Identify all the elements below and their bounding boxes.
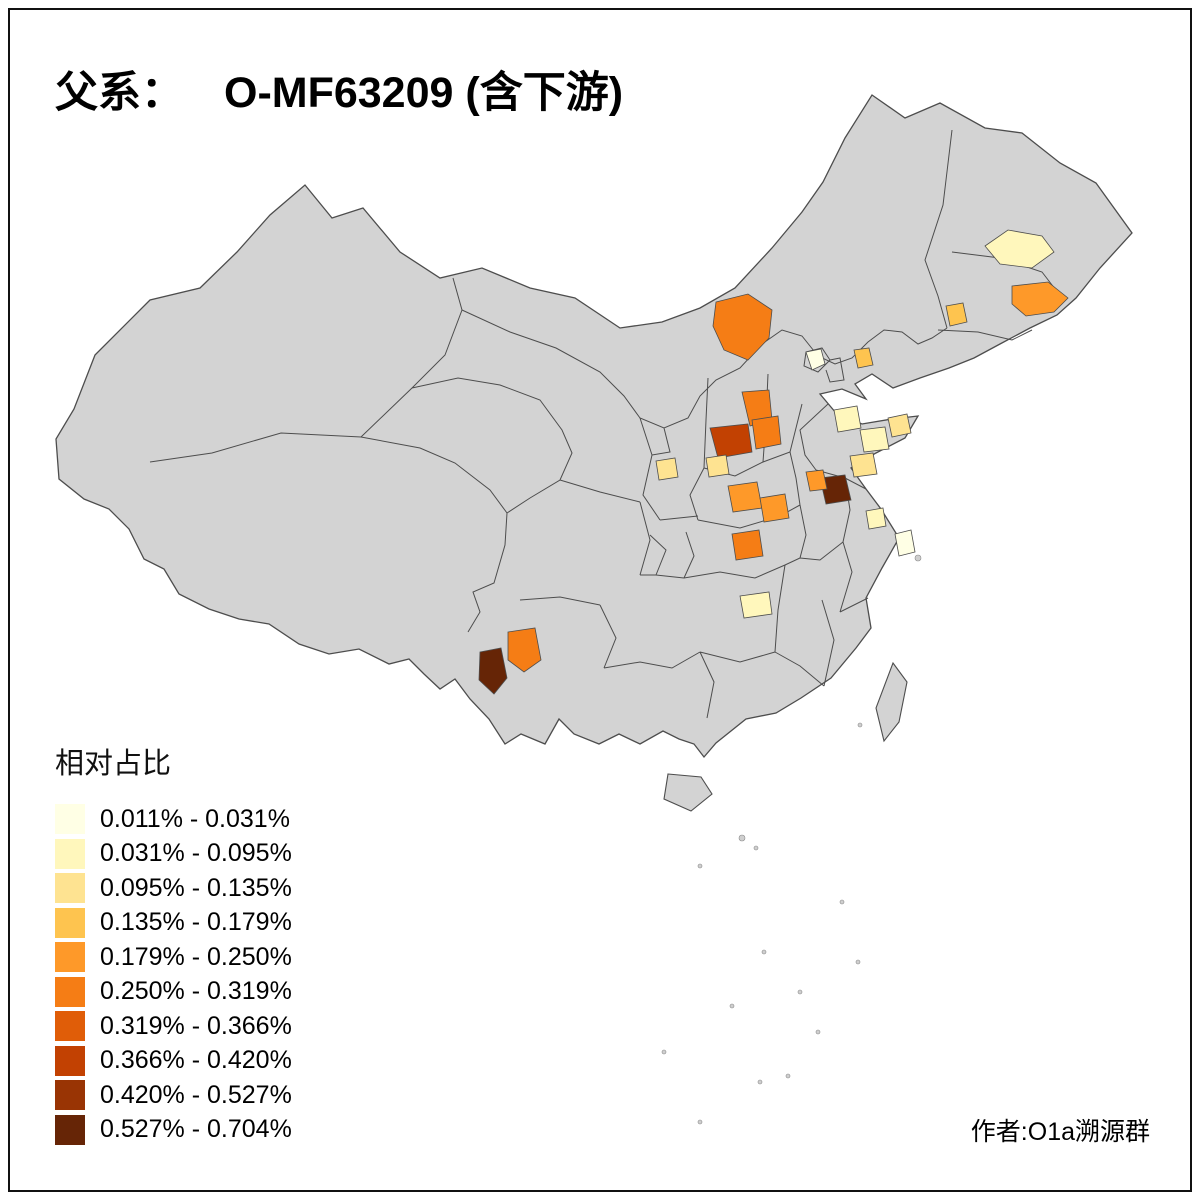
patch-yunnan-central	[507, 627, 542, 673]
patch-gansu-east	[655, 457, 679, 481]
patch-shandong-northwest	[833, 405, 862, 433]
legend-bin-label: 0.420% - 0.527%	[100, 1080, 292, 1109]
legend-bin-label: 0.527% - 0.704%	[100, 1115, 292, 1144]
legend-swatch	[55, 907, 85, 938]
legend-swatch	[55, 942, 85, 973]
patch-heilongjiang	[984, 229, 1055, 269]
legend-bin-label: 0.319% - 0.366%	[100, 1011, 292, 1040]
legend-bin-label: 0.366% - 0.420%	[100, 1046, 292, 1075]
province-borders-west	[149, 277, 641, 633]
patch-yunnan-west-dark	[478, 647, 508, 695]
patch-shandong-peninsula	[887, 413, 912, 438]
patch-shanxi-southeast	[751, 415, 782, 450]
patch-henan-east	[805, 469, 828, 492]
title-haplogroup: O-MF63209 (含下游)	[224, 69, 624, 117]
legend-row: 0.319% - 0.366%	[55, 1009, 292, 1044]
hainan-island	[663, 773, 713, 812]
patch-shanxi-south-yellow	[705, 454, 730, 478]
legend-row: 0.011% - 0.031%	[55, 802, 292, 837]
choropleth-patches	[478, 229, 1069, 695]
legend-swatch	[55, 1045, 85, 1076]
patch-henan-north	[727, 481, 763, 513]
legend-bin-label: 0.135% - 0.179%	[100, 908, 292, 937]
patch-shanghai-area	[894, 529, 916, 557]
legend-row: 0.420% - 0.527%	[55, 1078, 292, 1113]
legend-swatch	[55, 804, 85, 835]
patch-shanxi-southwest-dark	[709, 423, 753, 459]
title-prefix: 父系：	[55, 69, 184, 117]
legend-swatch	[55, 1114, 85, 1145]
legend-swatch	[55, 976, 85, 1007]
legend-title: 相对占比	[55, 748, 172, 780]
legend-swatch	[55, 838, 85, 869]
legend-row: 0.527% - 0.704%	[55, 1113, 292, 1148]
patch-jiangsu-northwest-dark	[819, 474, 852, 505]
patch-henan-central	[759, 493, 790, 523]
south-china-sea-islands	[661, 554, 922, 1125]
legend-bin-label: 0.011% - 0.031%	[100, 804, 290, 833]
legend-row: 0.031% - 0.095%	[55, 837, 292, 872]
attribution: 作者:O1a溯源群	[970, 1118, 1150, 1146]
patch-hubei-northwest	[731, 529, 764, 561]
legend-row: 0.250% - 0.319%	[55, 975, 292, 1010]
patch-liaoning-west	[945, 302, 968, 327]
legend-row: 0.366% - 0.420%	[55, 1044, 292, 1079]
legend-row: 0.135% - 0.179%	[55, 906, 292, 941]
legend-bin-label: 0.095% - 0.135%	[100, 873, 292, 902]
province-borders-center	[599, 373, 869, 719]
patch-jilin-east	[1011, 281, 1069, 317]
patch-jiangsu-central-small	[865, 507, 887, 530]
patch-hunan-north	[739, 591, 773, 619]
legend-bin-label: 0.179% - 0.250%	[100, 942, 292, 971]
patch-inner-mongolia	[712, 293, 773, 361]
figure-title: 父系： O-MF63209 (含下游)	[55, 58, 623, 120]
patch-beijing	[805, 348, 826, 371]
legend-bin-label: 0.250% - 0.319%	[100, 977, 292, 1006]
patch-hebei-northeast	[853, 347, 874, 369]
legend-row: 0.095% - 0.135%	[55, 871, 292, 906]
legend-row: 0.179% - 0.250%	[55, 940, 292, 975]
legend-rows: 0.011% - 0.031% 0.031% - 0.095% 0.095% -…	[55, 802, 292, 1147]
patch-shandong-central	[859, 426, 890, 453]
legend-swatch	[55, 1080, 85, 1111]
legend-swatch	[55, 873, 85, 904]
patch-shandong-south	[849, 452, 878, 478]
legend-swatch	[55, 1011, 85, 1042]
taiwan-island	[875, 661, 908, 743]
china-mainland	[55, 94, 1133, 759]
legend: 相对占比 0.011% - 0.031% 0.031% - 0.095% 0.0…	[55, 740, 292, 1147]
legend-bin-label: 0.031% - 0.095%	[100, 839, 292, 868]
